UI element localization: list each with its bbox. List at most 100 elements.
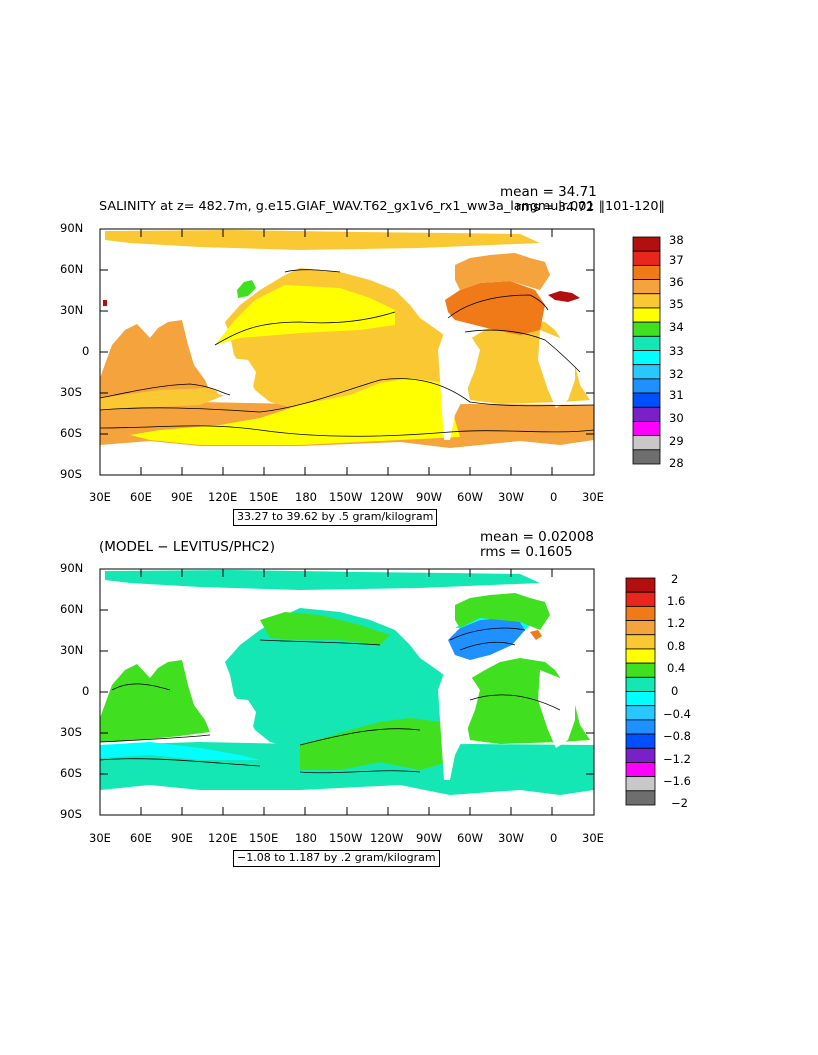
colorbar-label: 37 — [669, 253, 684, 267]
colorbar-swatch — [632, 321, 661, 337]
colorbar-label: 0.8 — [667, 639, 686, 653]
colorbar-swatch — [632, 350, 661, 366]
lon-label: 90E — [171, 490, 193, 504]
panel1-colorbar — [632, 236, 661, 465]
lon-label: 120W — [370, 831, 404, 845]
australia — [210, 698, 256, 738]
north-pacific-positive — [260, 612, 390, 645]
colorbar-label: −2 — [671, 796, 688, 810]
panel2-title: (MODEL − LEVITUS/PHC2) — [99, 539, 275, 555]
colorbar-swatch — [625, 691, 656, 707]
colorbar-label: −0.8 — [663, 729, 691, 743]
colorbar-label: 31 — [669, 388, 684, 402]
lon-label: 150E — [249, 831, 279, 845]
gulf-stream-fresh — [448, 618, 525, 660]
lon-label: 0 — [550, 831, 558, 845]
panel1-map — [99, 228, 595, 476]
panel2-contours — [100, 627, 561, 774]
panel2-ticks — [99, 568, 595, 816]
red-sea — [103, 300, 107, 306]
mediterranean — [548, 291, 580, 302]
colorbar-label: 34 — [669, 320, 684, 334]
lon-label: 30E — [582, 490, 604, 504]
lat-label: 90S — [60, 467, 82, 481]
lat-label: 90N — [60, 221, 84, 235]
lat-label: 60N — [60, 602, 84, 616]
lat-label: 30S — [60, 385, 82, 399]
indian-south-band — [100, 388, 225, 410]
colorbar-swatch — [632, 250, 661, 266]
colorbar-swatch — [625, 705, 656, 721]
colorbar-swatch — [632, 435, 661, 451]
panel1-rms: rms = 34.72 — [516, 199, 594, 214]
colorbar-swatch — [632, 307, 661, 323]
colorbar-swatch — [632, 378, 661, 394]
colorbar-label: 29 — [669, 434, 684, 448]
lat-label: 0 — [82, 684, 90, 698]
med-outflow — [530, 630, 542, 640]
japan-sea — [237, 280, 256, 298]
lat-label: 30S — [60, 725, 82, 739]
colorbar-label: 2 — [671, 572, 679, 586]
pacific-fresh-core — [215, 285, 395, 345]
colorbar-label: 36 — [669, 275, 684, 289]
panel2-colorbar — [625, 577, 656, 806]
panel2-mean: mean = 0.02008 — [480, 529, 595, 545]
arctic-ocean — [105, 230, 540, 250]
lon-label: 120E — [208, 831, 238, 845]
colorbar-swatch — [632, 236, 661, 252]
colorbar-label: 30 — [669, 411, 684, 425]
colorbar-swatch — [632, 421, 661, 437]
colorbar-swatch — [625, 591, 656, 607]
lat-label: 30N — [60, 643, 84, 657]
arctic-ocean — [105, 570, 540, 590]
colorbar-swatch — [632, 293, 661, 309]
lon-label: 180 — [295, 831, 317, 845]
colorbar-swatch — [632, 279, 661, 295]
colorbar-swatch — [625, 648, 656, 664]
australia — [210, 358, 256, 398]
colorbar-swatch — [632, 406, 661, 422]
lon-label: 30E — [89, 490, 111, 504]
colorbar-label: 0 — [671, 684, 679, 698]
colorbar-swatch — [632, 392, 661, 408]
colorbar-swatch — [625, 762, 656, 778]
colorbar-label: −0.4 — [663, 707, 691, 721]
lon-label: 60E — [130, 831, 152, 845]
lat-label: 90N — [60, 561, 84, 575]
colorbar-label: 1.2 — [667, 616, 686, 630]
indian-ocean — [100, 660, 210, 742]
colorbar-swatch — [625, 577, 656, 593]
north-atlantic-upper — [455, 253, 550, 290]
colorbar-swatch — [632, 364, 661, 380]
south-america — [438, 330, 480, 440]
colorbar-label: −1.2 — [663, 752, 691, 766]
southern-fresh-band — [100, 742, 260, 760]
lon-label: 30E — [89, 831, 111, 845]
lon-label: 150E — [249, 490, 279, 504]
lon-label: 90W — [416, 831, 443, 845]
colorbar-swatch — [632, 449, 661, 465]
colorbar-label: −1.6 — [663, 774, 691, 788]
lon-label: 30W — [498, 490, 525, 504]
colorbar-swatch — [625, 733, 656, 749]
panel1-title: SALINITY at z= 482.7m, g.e15.GIAF_WAV.T6… — [99, 199, 665, 214]
colorbar-swatch — [632, 264, 661, 280]
north-atlantic-salty — [445, 281, 545, 335]
panel2-map — [99, 568, 595, 816]
colorbar-label: 35 — [669, 297, 684, 311]
lon-label: 120E — [208, 490, 238, 504]
lon-label: 150W — [329, 490, 363, 504]
lon-label: 60W — [457, 490, 484, 504]
lon-label: 0 — [550, 490, 558, 504]
panel1-contours — [100, 269, 594, 437]
colorbar-swatch — [625, 620, 656, 636]
panel2-rms: rms = 0.1605 — [480, 544, 573, 560]
pacific-ocean — [225, 608, 455, 750]
lon-label: 30E — [582, 831, 604, 845]
south-pacific-fresh — [130, 378, 460, 445]
colorbar-swatch — [625, 676, 656, 692]
lat-label: 60N — [60, 262, 84, 276]
colorbar-swatch — [625, 634, 656, 650]
